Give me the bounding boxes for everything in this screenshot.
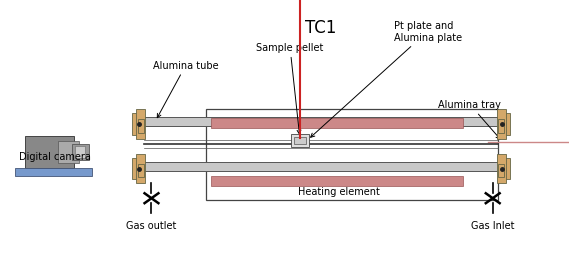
Bar <box>15 168 92 177</box>
Bar <box>291 134 309 147</box>
Bar <box>211 177 463 187</box>
Bar <box>498 164 503 178</box>
Text: Digital camera: Digital camera <box>19 151 90 161</box>
Bar <box>25 136 74 168</box>
Bar <box>206 110 498 200</box>
Bar <box>498 120 503 133</box>
Bar <box>496 154 506 184</box>
Bar <box>132 114 144 135</box>
Bar <box>498 158 510 180</box>
Text: Pt plate and
Alumina plate: Pt plate and Alumina plate <box>311 21 462 138</box>
Bar <box>211 119 463 129</box>
Text: Gas Inlet: Gas Inlet <box>471 220 514 230</box>
Text: Alumina tray: Alumina tray <box>438 100 501 139</box>
Bar <box>136 110 145 139</box>
Text: Gas outlet: Gas outlet <box>126 220 177 230</box>
Bar <box>144 162 498 171</box>
Bar <box>498 114 510 135</box>
Bar <box>294 137 306 144</box>
Bar <box>132 158 144 180</box>
Bar <box>138 120 144 133</box>
Bar <box>138 164 144 178</box>
Text: TC1: TC1 <box>305 19 336 37</box>
Bar <box>58 141 80 163</box>
Bar <box>136 154 145 184</box>
Bar <box>496 110 506 139</box>
Bar <box>72 144 89 160</box>
Text: Heating element: Heating element <box>299 187 380 197</box>
Text: Sample pellet: Sample pellet <box>256 43 324 135</box>
Text: Alumina tube: Alumina tube <box>153 60 219 118</box>
Bar <box>76 146 85 158</box>
Bar <box>144 118 498 126</box>
